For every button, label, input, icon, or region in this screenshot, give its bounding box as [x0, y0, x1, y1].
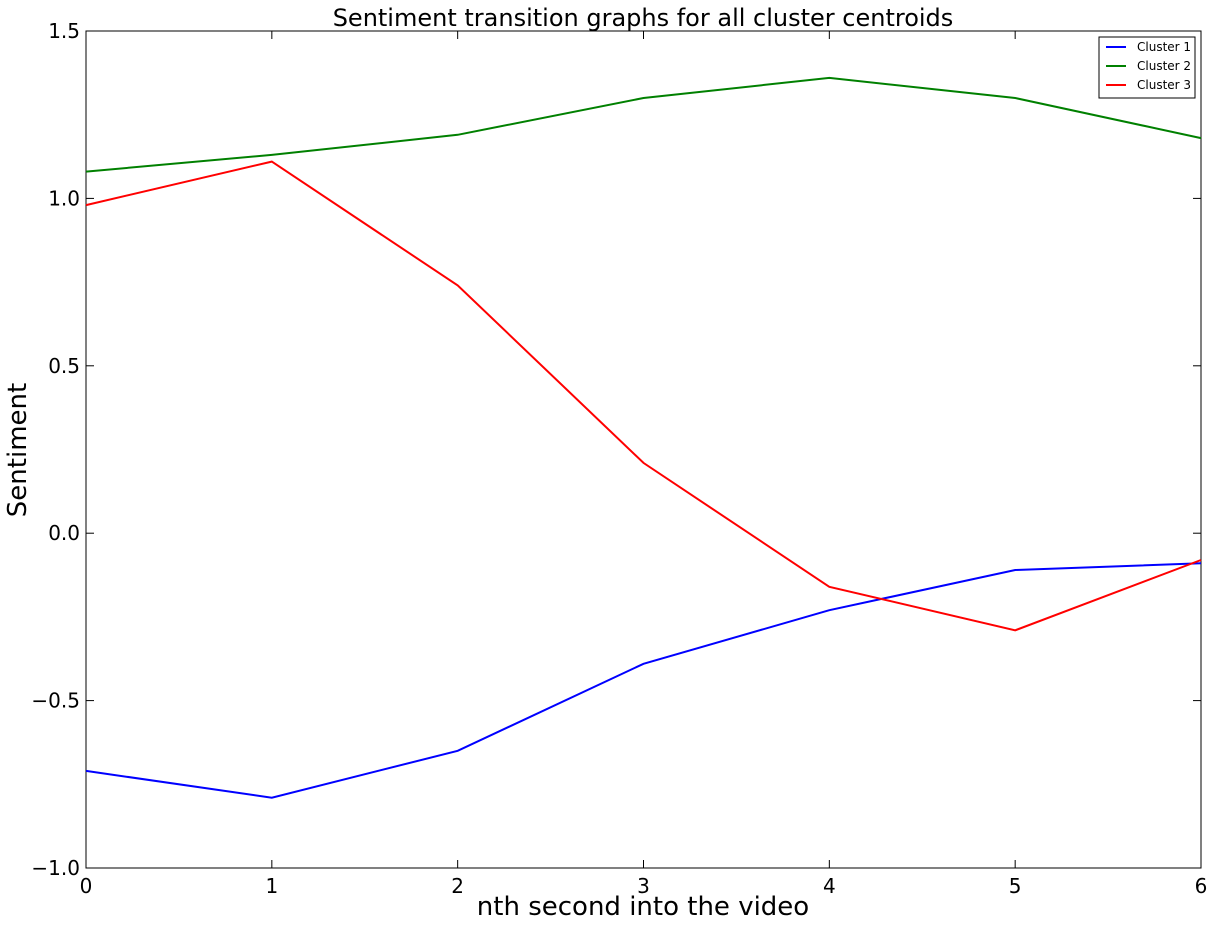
y-tick-label: 1.5	[48, 19, 80, 43]
plot-area: 1.5 1.0 0.5 0.0 −0.5 −1.0 0 1 2 3 4 5 6	[31, 19, 1207, 898]
x-tick-label: 6	[1195, 874, 1208, 898]
x-tick-label: 5	[1009, 874, 1022, 898]
y-axis-ticks: 1.5 1.0 0.5 0.0 −0.5 −1.0	[31, 19, 1201, 880]
x-tick-label: 4	[823, 874, 836, 898]
series-lines	[85, 76, 1202, 799]
series-line-cluster-3	[85, 160, 1202, 632]
x-tick-label: 0	[80, 874, 93, 898]
x-axis-ticks: 0 1 2 3 4 5 6	[80, 31, 1208, 898]
chart-title: Sentiment transition graphs for all clus…	[333, 4, 954, 32]
series-line-cluster-1	[85, 562, 1202, 799]
legend-label: Cluster 3	[1137, 78, 1191, 92]
y-tick-label: −1.0	[31, 856, 80, 880]
x-tick-label: 2	[451, 874, 464, 898]
legend: Cluster 1 Cluster 2 Cluster 3	[1098, 36, 1196, 99]
legend-label: Cluster 1	[1137, 40, 1191, 54]
plot-frame	[85, 30, 1202, 869]
y-tick-label: 0.5	[48, 354, 80, 378]
y-tick-label: 0.0	[48, 521, 80, 545]
y-axis-title: Sentiment	[3, 383, 33, 517]
y-tick-label: 1.0	[48, 186, 80, 210]
y-tick-label: −0.5	[31, 689, 80, 713]
x-tick-label: 1	[265, 874, 278, 898]
series-line-cluster-2	[85, 76, 1202, 173]
x-tick-label: 3	[637, 874, 650, 898]
legend-label: Cluster 2	[1137, 59, 1191, 73]
x-axis-title: nth second into the video	[477, 892, 809, 922]
